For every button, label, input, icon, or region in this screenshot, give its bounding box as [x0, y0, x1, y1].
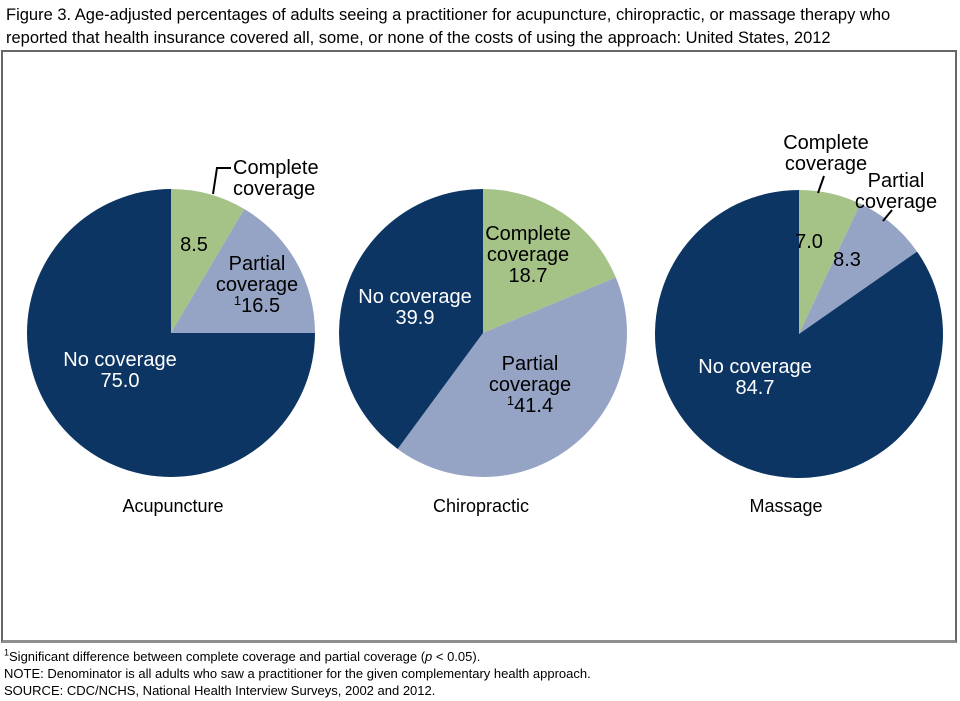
- figure-title: Figure 3. Age-adjusted percentages of ad…: [6, 4, 956, 50]
- pie-slice: [799, 190, 861, 334]
- figure-title-line-2: reported that health insurance covered a…: [6, 29, 831, 47]
- figure-title-line-1: Figure 3. Age-adjusted percentages of ad…: [6, 6, 891, 24]
- slice-value-label: 75.0: [101, 370, 140, 392]
- pie-chiropractic: Completecoverage18.7Partialcoverage141.4…: [339, 189, 627, 516]
- leader-line: [817, 175, 825, 194]
- pie-title: Massage: [749, 496, 822, 516]
- pie-slice: [397, 277, 627, 477]
- slice-value-label: 8.3: [833, 249, 861, 271]
- pie-slice: [483, 189, 616, 333]
- slice-name-label: coverage: [487, 244, 569, 266]
- footnotes: 1Significant difference between complete…: [4, 648, 954, 699]
- slice-value-label: 141.4: [507, 393, 553, 417]
- slice-value-label: 39.9: [396, 307, 435, 329]
- slice-name-label: coverage: [216, 274, 298, 296]
- footnote-source: SOURCE: CDC/NCHS, National Health Interv…: [4, 683, 436, 698]
- callout-label: coverage: [785, 153, 867, 175]
- slice-name-label: coverage: [489, 374, 571, 396]
- pie-slice: [654, 190, 943, 478]
- callout-label: coverage: [855, 191, 937, 213]
- pie-title: Acupuncture: [122, 496, 223, 516]
- footnote-significance: 1Significant difference between complete…: [4, 647, 481, 664]
- callout-label: coverage: [233, 178, 315, 200]
- leader-line: [882, 209, 893, 222]
- callout-label: Complete: [233, 157, 319, 179]
- slice-value-label: 8.5: [180, 234, 208, 256]
- slice-value-label: 116.5: [234, 293, 280, 317]
- callout-label: Complete: [783, 132, 869, 154]
- pie-slice: [27, 189, 315, 477]
- chart-area: 8.5 Partial coverage 116.5 No coverage 75.0 Co…: [1, 50, 957, 643]
- slice-value-label: 7.0: [795, 231, 823, 253]
- pie-slice: [171, 209, 315, 333]
- slice-name-label: No coverage: [698, 356, 811, 378]
- footnote-note: NOTE: Denominator is all adults who saw …: [4, 666, 591, 681]
- callout-label: Partial: [868, 170, 925, 192]
- slice-value-label: 84.7: [736, 377, 775, 399]
- slice-name-label: No coverage: [358, 286, 471, 308]
- leader-line: [212, 167, 231, 195]
- pie-slice: [799, 203, 918, 334]
- slice-name-label: No coverage: [63, 349, 176, 371]
- slice-name-label: Partial: [502, 353, 559, 375]
- slice-value-label: 18.7: [509, 265, 548, 287]
- slice-name-label: Partial: [229, 253, 286, 275]
- pie-slice: [339, 189, 483, 449]
- footnote-marker: 1: [4, 647, 10, 658]
- pie-massage: 7.08.3No coverage84.7CompletecoveragePar…: [654, 132, 943, 516]
- slice-name-label: Complete: [485, 223, 571, 245]
- pie-slice: [171, 189, 245, 333]
- pie-title: Chiropractic: [433, 496, 529, 516]
